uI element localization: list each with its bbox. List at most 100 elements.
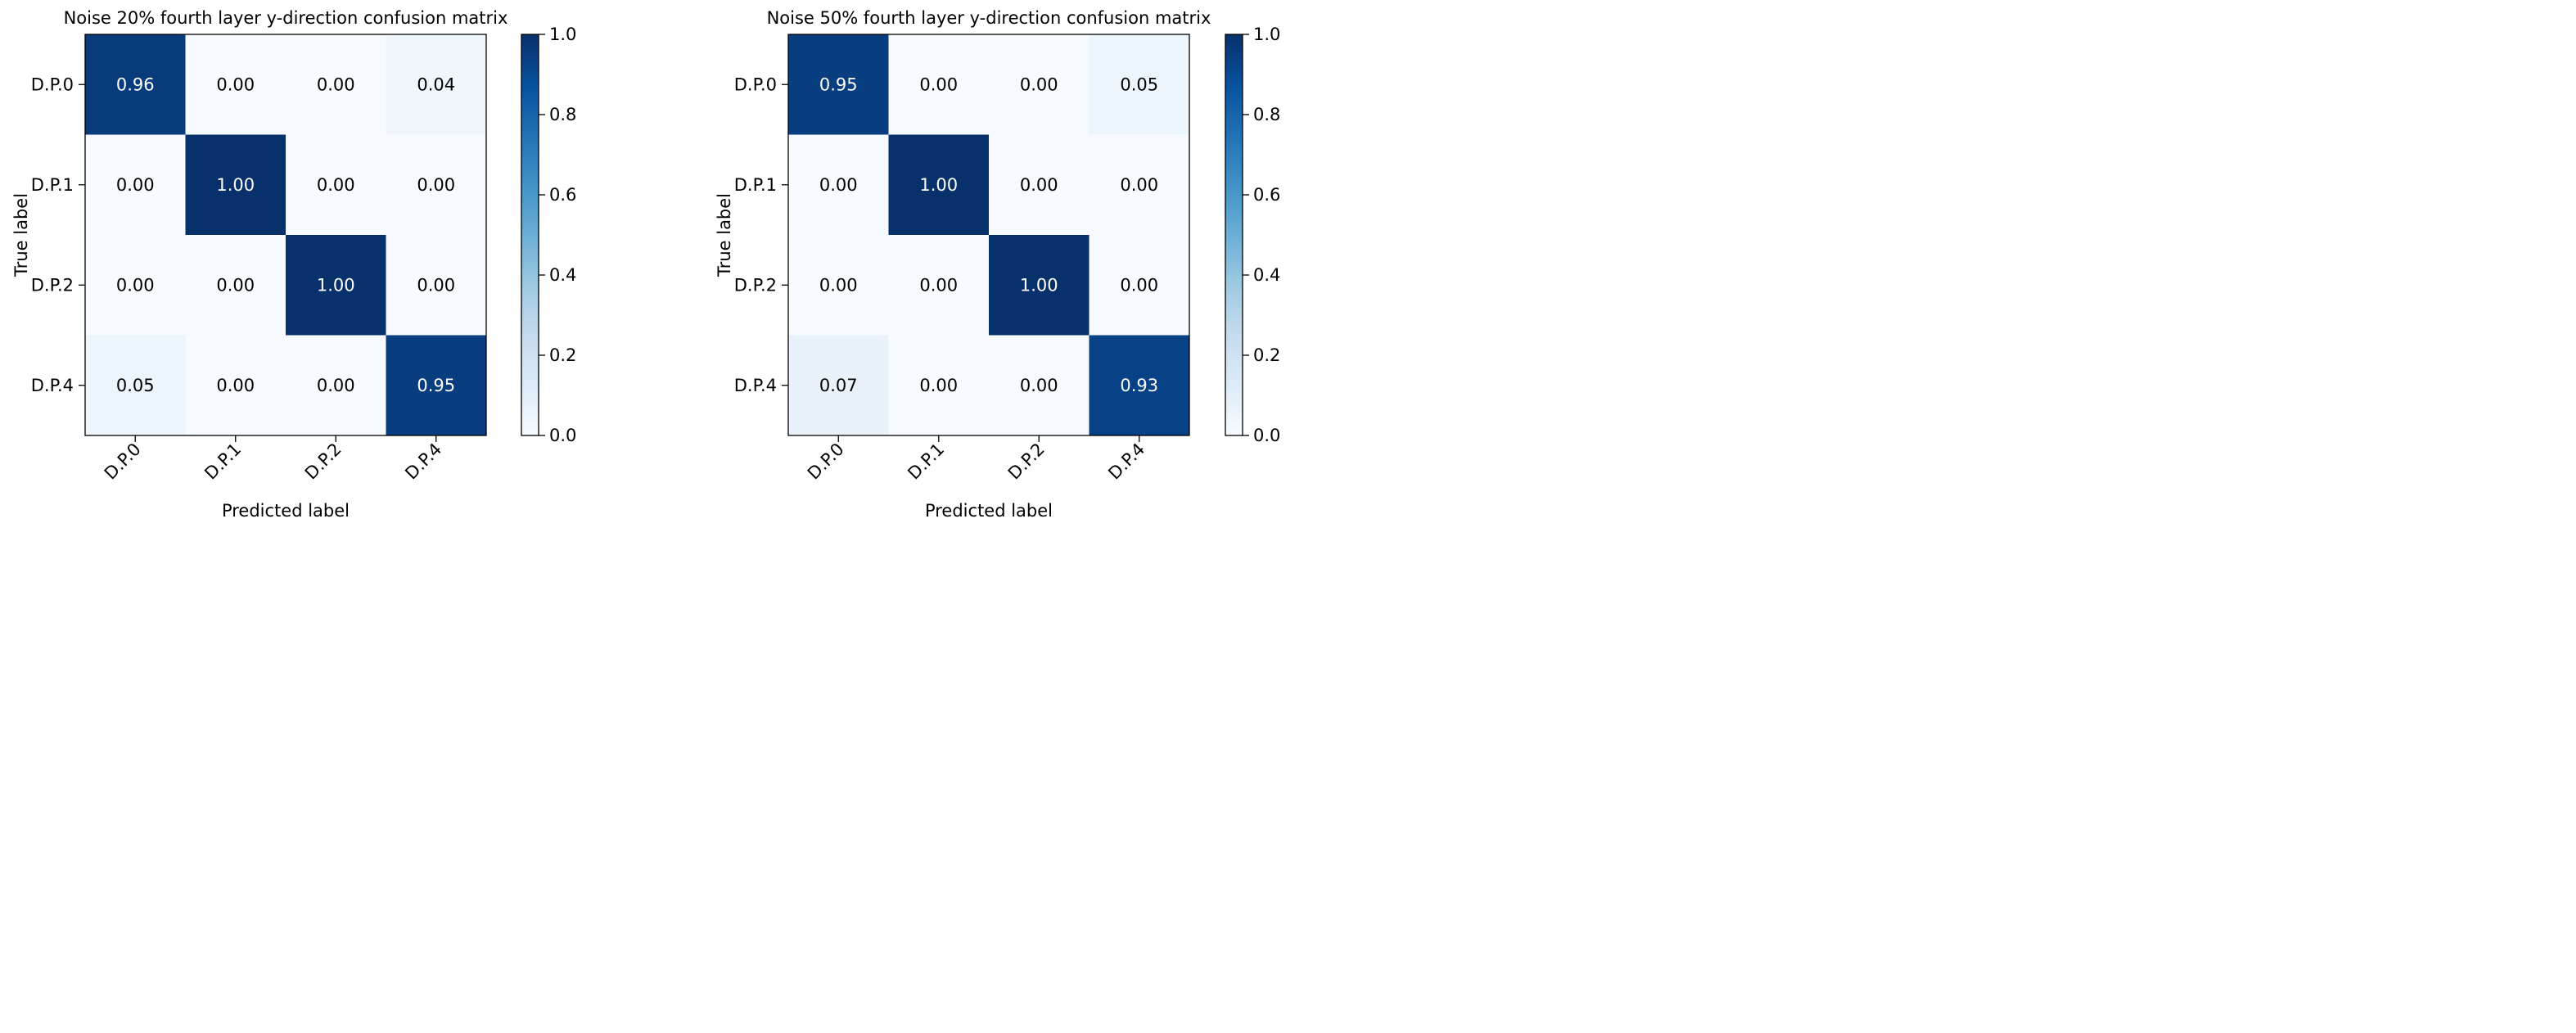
heatmap-cell [888, 34, 990, 135]
cell-value-label: 0.00 [1120, 275, 1158, 295]
heatmap-cell [286, 335, 386, 436]
heatmap-cells [788, 34, 1190, 436]
heatmap-cell [85, 235, 186, 336]
heatmap-cells [85, 34, 487, 436]
cell-value-label: 0.00 [116, 175, 155, 195]
heatmap-cell [185, 34, 286, 135]
x-axis-label: Predicted label [222, 501, 350, 521]
chart-title: Noise 50% fourth layer y-direction confu… [767, 8, 1211, 28]
chart-title: Noise 20% fourth layer y-direction confu… [64, 8, 508, 28]
cell-value-label: 0.00 [417, 175, 455, 195]
heatmap-cell [1089, 335, 1190, 436]
confusion-matrix-panel-2: Noise 50% fourth layer y-direction confu… [715, 8, 1280, 521]
colorbar-tick-label: 1.0 [549, 25, 576, 44]
y-axis-label: True label [715, 193, 734, 277]
heatmap-cell [989, 34, 1089, 135]
y-tick-label: D.P.2 [31, 275, 74, 295]
cell-value-label: 1.00 [317, 275, 355, 295]
cell-value-label: 0.95 [819, 74, 858, 94]
cell-value-label: 0.00 [819, 175, 858, 195]
x-tick-label: D.P.4 [401, 440, 445, 484]
cell-value-label: 0.00 [919, 275, 958, 295]
colorbar-tick-label: 0.6 [549, 185, 576, 205]
heatmap-cell [386, 134, 487, 236]
colorbar: 0.0 0.2 0.4 0.6 0.8 1.0 [521, 25, 576, 445]
cell-value-label: 0.00 [216, 74, 255, 94]
heatmap-cell [1089, 134, 1190, 236]
cell-value-label: 0.07 [819, 376, 858, 395]
cell-value-label: 0.00 [819, 275, 858, 295]
cell-value-label: 0.00 [216, 376, 255, 395]
cell-value-label: 0.05 [116, 376, 155, 395]
colorbar-tick-label: 1.0 [1253, 25, 1280, 44]
x-tick-label: D.P.0 [804, 440, 848, 484]
x-tick-label: D.P.2 [301, 440, 345, 484]
heatmap-cell [788, 134, 889, 236]
colorbar-tick-label: 0.8 [549, 105, 576, 124]
x-tick-label: D.P.2 [1004, 440, 1049, 484]
heatmap-cell [386, 235, 487, 336]
cell-value-label: 1.00 [216, 175, 255, 195]
heatmap-cell [85, 335, 186, 436]
heatmap-cell [286, 134, 386, 236]
x-tick-label: D.P.1 [904, 440, 948, 484]
cell-value-label: 0.96 [116, 74, 155, 94]
cell-value-label: 0.05 [1120, 74, 1158, 94]
heatmap-cell [1089, 34, 1190, 135]
y-tick-label: D.P.1 [734, 175, 777, 195]
heatmap-cell [989, 335, 1089, 436]
heatmap-cell [286, 34, 386, 135]
heatmap-cell [1089, 235, 1190, 336]
cell-value-label: 0.00 [116, 275, 155, 295]
cell-value-label: 0.00 [919, 74, 958, 94]
cell-value-label: 0.00 [919, 376, 958, 395]
cell-value-label: 0.00 [317, 74, 355, 94]
heatmap-cell [989, 235, 1089, 336]
colorbar: 0.0 0.2 0.4 0.6 0.8 1.0 [1225, 25, 1280, 445]
y-tick-label: D.P.1 [31, 175, 74, 195]
colorbar-tick-label: 0.0 [1253, 426, 1280, 445]
cell-value-label: 0.95 [417, 376, 455, 395]
axes-frame [84, 34, 487, 436]
colorbar-tick-label: 0.2 [1253, 345, 1280, 365]
colorbar-tick-label: 0.0 [549, 426, 576, 445]
confusion-matrix-panel-1: Noise 20% fourth layer y-direction confu… [11, 8, 576, 521]
heatmap-cell [788, 34, 889, 135]
heatmap-cell [788, 335, 889, 436]
heatmap-cell [788, 235, 889, 336]
x-tick-label: D.P.0 [101, 440, 145, 484]
heatmap-cell [85, 134, 186, 236]
cell-value-label: 0.04 [417, 74, 455, 94]
heatmap-cell [85, 34, 186, 135]
axes-frame [787, 34, 1190, 436]
y-tick-label: D.P.2 [734, 275, 777, 295]
cell-value-label: 0.00 [317, 175, 355, 195]
cell-value-label: 1.00 [919, 175, 958, 195]
heatmap-cell [286, 235, 386, 336]
colorbar-gradient [1225, 34, 1243, 436]
heatmap-cell [888, 134, 990, 236]
colorbar-tick-label: 0.6 [1253, 185, 1280, 205]
colorbar-tick-label: 0.4 [1253, 265, 1280, 285]
heatmap-cell [185, 235, 286, 336]
x-tick-label: D.P.4 [1104, 440, 1148, 484]
heatmap-cell [185, 134, 286, 236]
cell-value-label: 0.00 [1020, 74, 1058, 94]
colorbar-tick-label: 0.2 [549, 345, 576, 365]
heatmap-cell [386, 335, 487, 436]
cell-value-label: 0.00 [1020, 175, 1058, 195]
cell-value-label: 0.00 [317, 376, 355, 395]
heatmap-cell [185, 335, 286, 436]
cell-value-label: 0.93 [1120, 376, 1158, 395]
cell-value-label: 0.00 [216, 275, 255, 295]
y-tick-label: D.P.4 [31, 376, 74, 395]
heatmap-cell [888, 235, 990, 336]
cell-value-label: 1.00 [1020, 275, 1058, 295]
heatmap-cell [888, 335, 990, 436]
y-axis-label: True label [11, 193, 31, 277]
y-tick-label: D.P.0 [31, 74, 74, 94]
x-axis-label: Predicted label [925, 501, 1053, 521]
colorbar-gradient [521, 34, 539, 436]
